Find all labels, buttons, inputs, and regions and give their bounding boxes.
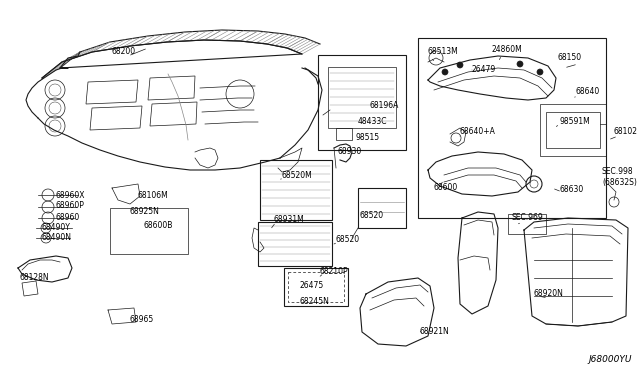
Bar [540, 104, 606, 156]
Text: 98591M: 98591M [560, 118, 591, 126]
Text: SEC.998: SEC.998 [602, 167, 634, 176]
Text: 68200: 68200 [112, 48, 136, 57]
Text: 68640+A: 68640+A [460, 128, 496, 137]
Text: (68632S): (68632S) [602, 177, 637, 186]
Text: 68600: 68600 [434, 183, 458, 192]
Text: 68520: 68520 [360, 211, 384, 219]
Text: 68930: 68930 [337, 148, 361, 157]
Circle shape [442, 69, 448, 75]
Text: 68600B: 68600B [144, 221, 173, 231]
Bar [318, 55, 406, 150]
Text: 68210P: 68210P [320, 266, 349, 276]
Text: 68196A: 68196A [370, 102, 399, 110]
Text: 68520: 68520 [336, 235, 360, 244]
Text: 68960X: 68960X [56, 190, 86, 199]
Text: J68000YU: J68000YU [589, 355, 632, 364]
Text: 68128N: 68128N [20, 273, 50, 282]
Text: SEC.969: SEC.969 [512, 214, 544, 222]
Text: 68106M: 68106M [138, 192, 169, 201]
Text: 68640: 68640 [576, 87, 600, 96]
Text: 98515: 98515 [356, 132, 380, 141]
Text: 68630: 68630 [560, 186, 584, 195]
Text: 68960: 68960 [56, 212, 80, 221]
Bar [418, 38, 606, 218]
Bar [110, 208, 188, 254]
Text: 26479: 26479 [472, 65, 496, 74]
Text: 48433C: 48433C [358, 118, 387, 126]
Text: 68245N: 68245N [300, 298, 330, 307]
Text: 68920N: 68920N [534, 289, 564, 298]
Text: 68921N: 68921N [420, 327, 450, 337]
Circle shape [517, 61, 523, 67]
Circle shape [537, 69, 543, 75]
Text: 26475: 26475 [300, 282, 324, 291]
Text: 68513M: 68513M [428, 48, 459, 57]
Circle shape [457, 62, 463, 68]
Text: 68490N: 68490N [42, 234, 72, 243]
Text: 24860M: 24860M [492, 45, 523, 55]
Text: 68931M: 68931M [274, 215, 305, 224]
Text: 68490Y: 68490Y [42, 224, 71, 232]
Text: 68925N: 68925N [130, 208, 160, 217]
Text: 68150: 68150 [558, 54, 582, 62]
Text: 68520M: 68520M [282, 170, 313, 180]
Bar [508, 214, 546, 234]
Text: 68102: 68102 [614, 128, 638, 137]
Text: 68965: 68965 [130, 315, 154, 324]
Text: 68960P: 68960P [56, 202, 85, 211]
